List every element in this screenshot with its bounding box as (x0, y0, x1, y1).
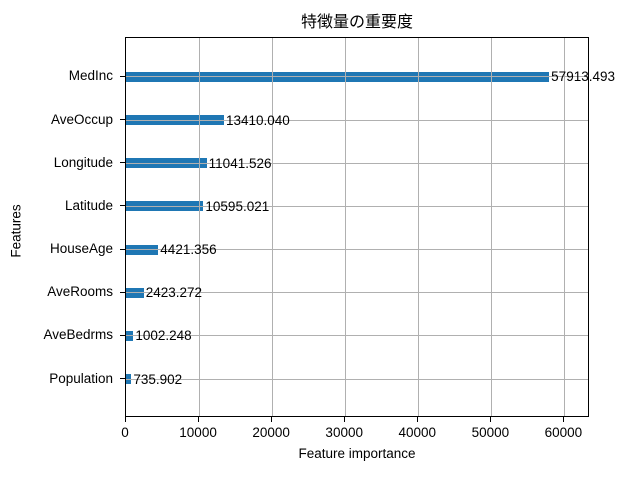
x-tick (125, 417, 126, 422)
bar-value-label: 11041.526 (208, 155, 272, 171)
y-gridline (126, 205, 588, 207)
plot-area: 57913.493 13410.040 11041.526 10595.021 4421… (125, 37, 615, 417)
y-gridline (126, 162, 588, 164)
y-tick (120, 162, 125, 164)
x-tick-label: 50000 (471, 425, 510, 440)
x-tick-label: 20000 (252, 425, 290, 440)
bar-value-label: 4421.356 (160, 242, 217, 258)
y-tick-label: MedInc (68, 68, 113, 84)
x-tick-label: 10000 (179, 425, 217, 440)
y-tick (120, 75, 125, 77)
y-tick (120, 334, 125, 336)
y-tick-label: AveOccup (50, 111, 113, 127)
y-gridline (126, 76, 588, 78)
x-gridline (417, 38, 419, 416)
y-gridline (126, 378, 588, 380)
x-axis-label: Feature importance (298, 446, 416, 461)
y-tick (120, 378, 125, 380)
x-tick-label: 40000 (398, 425, 437, 440)
y-tick-label: Population (49, 370, 113, 386)
y-gridline (126, 119, 588, 121)
y-tick-label: Latitude (64, 197, 113, 213)
bar-value-label: 1002.248 (135, 328, 192, 344)
bar-value-label: 735.902 (133, 371, 183, 387)
x-gridline (271, 38, 273, 416)
y-tick-label: AveBedrms (43, 327, 113, 343)
bar-value-label: 13410.040 (225, 112, 290, 128)
y-tick (120, 119, 125, 121)
x-tick (198, 417, 200, 422)
y-gridline (126, 249, 588, 251)
x-tick-label: 30000 (325, 425, 363, 440)
x-tick (271, 417, 273, 422)
y-tick-label: HouseAge (49, 241, 113, 257)
y-tick (120, 291, 125, 293)
x-gridline (344, 38, 346, 416)
y-tick (120, 205, 125, 207)
y-tick-label: AveRooms (47, 284, 113, 300)
x-tick (490, 417, 492, 422)
x-tick (417, 417, 419, 422)
bar-value-label: 57913.493 (551, 69, 615, 85)
y-tick (120, 248, 125, 250)
x-tick-label: 0 (121, 425, 129, 440)
chart-title: 特徴量の重要度 (300, 14, 414, 31)
x-gridline (563, 38, 565, 416)
y-gridline (126, 292, 588, 294)
x-tick-label: 60000 (544, 425, 583, 440)
x-tick (563, 417, 565, 422)
y-tick-label: Longitude (53, 154, 113, 170)
x-gridline (198, 38, 200, 416)
x-tick (344, 417, 346, 422)
y-gridline (126, 335, 588, 337)
bar-value-label: 2423.272 (145, 285, 203, 301)
bar-value-label: 10595.021 (205, 198, 270, 214)
x-gridline (490, 38, 492, 416)
